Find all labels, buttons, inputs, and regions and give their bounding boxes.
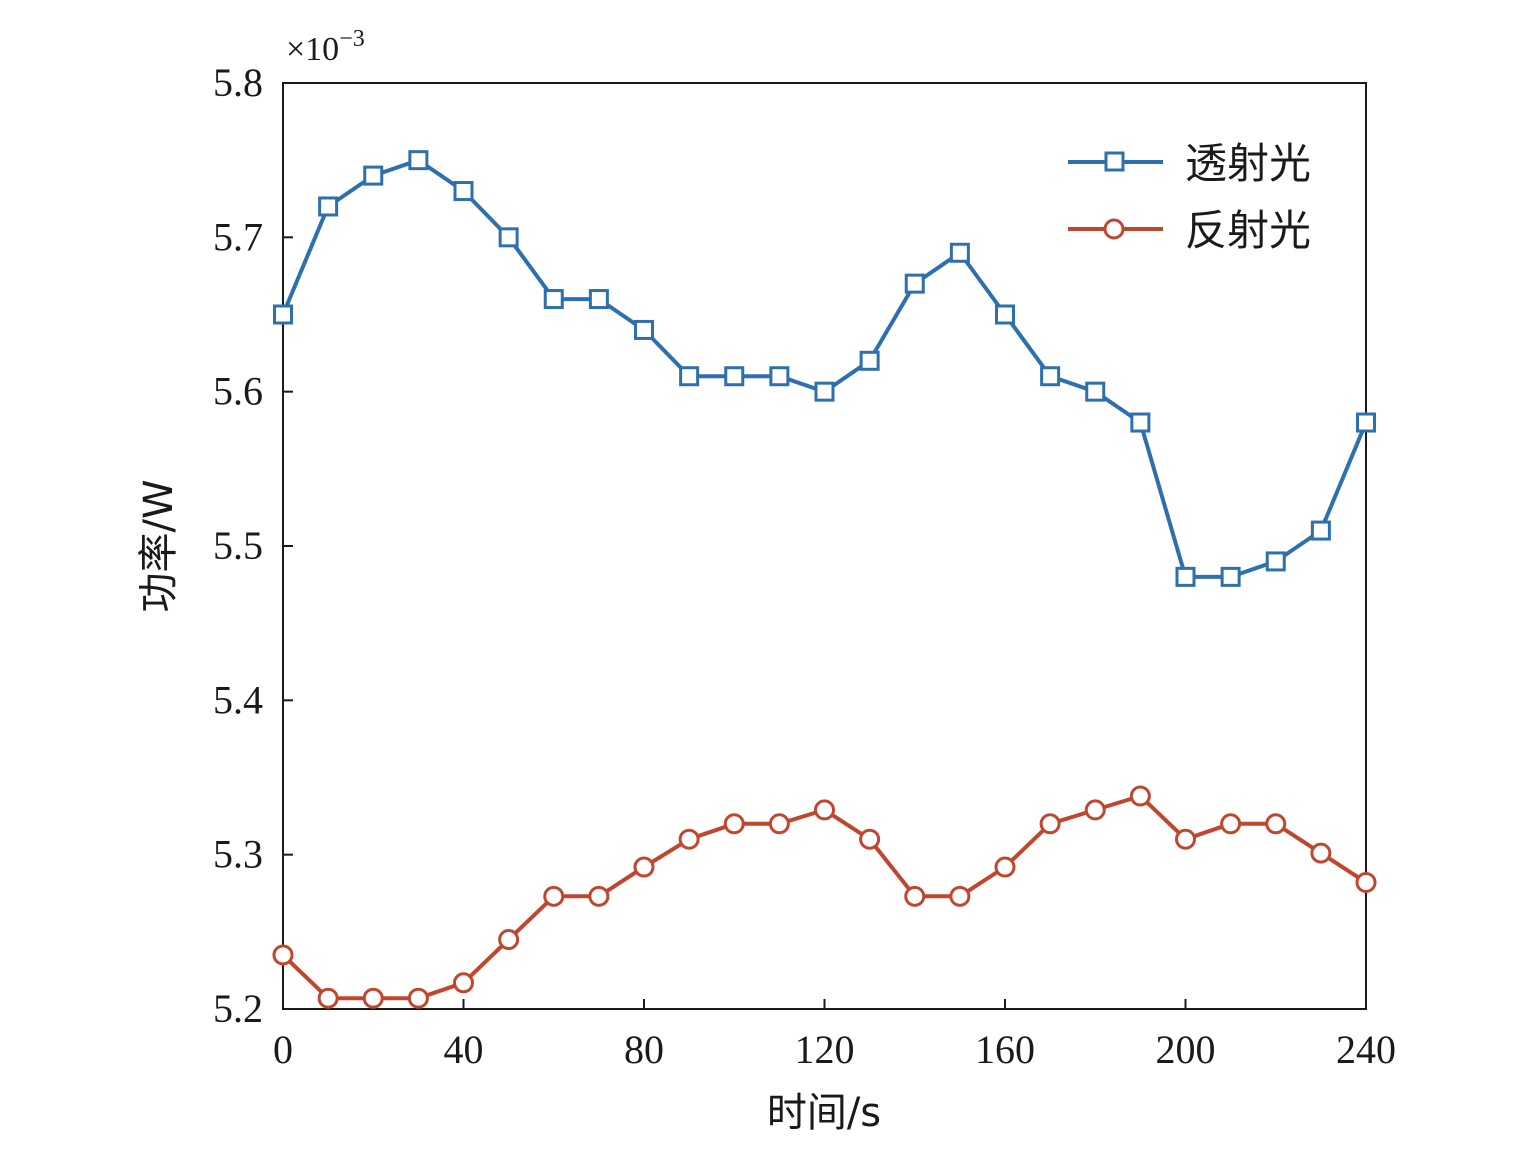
- data-point: [1040, 366, 1061, 387]
- y-tick-label: 5.7: [213, 214, 263, 259]
- data-point: [318, 196, 339, 217]
- data-point: [634, 319, 654, 340]
- x-tick-label: 0: [273, 1027, 293, 1072]
- data-point: [363, 165, 384, 186]
- data-point: [1356, 412, 1376, 433]
- series-0: [273, 150, 1376, 587]
- x-tick-label: 120: [795, 1027, 855, 1072]
- data-point: [1265, 551, 1286, 572]
- data-point: [723, 813, 745, 835]
- data-point: [679, 366, 700, 387]
- legend-label-reflected: 反射光: [1185, 206, 1311, 255]
- legend-item-reflected: 反射光: [1068, 206, 1311, 255]
- data-point: [408, 150, 429, 171]
- x-tick-label: 160: [975, 1027, 1035, 1072]
- data-point: [1220, 813, 1242, 835]
- x-tick-label: 240: [1336, 1027, 1396, 1072]
- data-point: [1220, 566, 1241, 587]
- data-point: [949, 242, 970, 263]
- data-point: [949, 885, 971, 907]
- data-point: [904, 273, 925, 294]
- data-point: [769, 366, 790, 387]
- data-point: [272, 944, 294, 966]
- data-point: [543, 289, 564, 310]
- data-point: [768, 813, 790, 835]
- data-point: [859, 828, 881, 850]
- legend-label-transmitted: 透射光: [1185, 139, 1311, 188]
- y-tick-label: 5.8: [213, 60, 263, 105]
- data-point: [1310, 842, 1332, 864]
- legend: 透射光 反射光: [1068, 139, 1311, 255]
- data-point: [633, 856, 655, 878]
- legend-marker-reflected: [1103, 218, 1125, 240]
- x-axis: 0 40 80 120 160 200 240: [273, 999, 1396, 1072]
- y-tick-label: 5.4: [213, 677, 263, 722]
- x-axis-title: 时间/s: [767, 1090, 881, 1136]
- series-line: [281, 794, 1368, 1001]
- data-point: [859, 350, 880, 371]
- data-point: [588, 289, 609, 310]
- data-point: [904, 885, 926, 907]
- x-tick-label: 200: [1156, 1027, 1216, 1072]
- data-point: [1265, 813, 1287, 835]
- y-axis: 5.2 5.3 5.4 5.5 5.6 5.7 5.8: [213, 60, 293, 1031]
- data-point: [678, 828, 700, 850]
- series-layer: [272, 150, 1377, 1009]
- y-multiplier-label: ×10−3: [286, 26, 365, 68]
- data-point: [1355, 871, 1377, 893]
- data-point: [362, 987, 384, 1009]
- data-point: [1039, 813, 1061, 835]
- data-point: [814, 799, 835, 821]
- data-point: [588, 885, 610, 907]
- legend-item-transmitted: 透射光: [1068, 139, 1311, 188]
- y-tick-label: 5.2: [213, 986, 263, 1031]
- data-point: [498, 227, 519, 248]
- data-point: [1175, 566, 1196, 587]
- data-point: [317, 987, 339, 1009]
- data-point: [543, 885, 565, 907]
- data-point: [1130, 412, 1151, 433]
- x-tick-label: 40: [444, 1027, 484, 1072]
- data-point: [273, 304, 293, 325]
- data-point: [1175, 828, 1196, 850]
- data-point: [724, 366, 745, 387]
- data-point: [498, 929, 520, 951]
- data-point: [1310, 520, 1331, 541]
- x-tick-label: 80: [624, 1027, 664, 1072]
- y-tick-label: 5.3: [213, 832, 263, 877]
- data-point: [453, 972, 474, 994]
- y-axis-title: 功率/W: [136, 479, 182, 612]
- data-point: [814, 381, 835, 402]
- data-point: [407, 987, 429, 1009]
- data-point: [995, 304, 1015, 325]
- data-point: [1085, 381, 1106, 402]
- y-tick-label: 5.5: [213, 523, 263, 568]
- data-point: [1129, 785, 1151, 807]
- data-point: [994, 856, 1016, 878]
- series-1: [272, 785, 1377, 1009]
- data-point: [453, 181, 474, 202]
- y-tick-label: 5.6: [213, 369, 263, 414]
- data-point: [1084, 799, 1106, 821]
- legend-marker-transmitted: [1104, 151, 1125, 172]
